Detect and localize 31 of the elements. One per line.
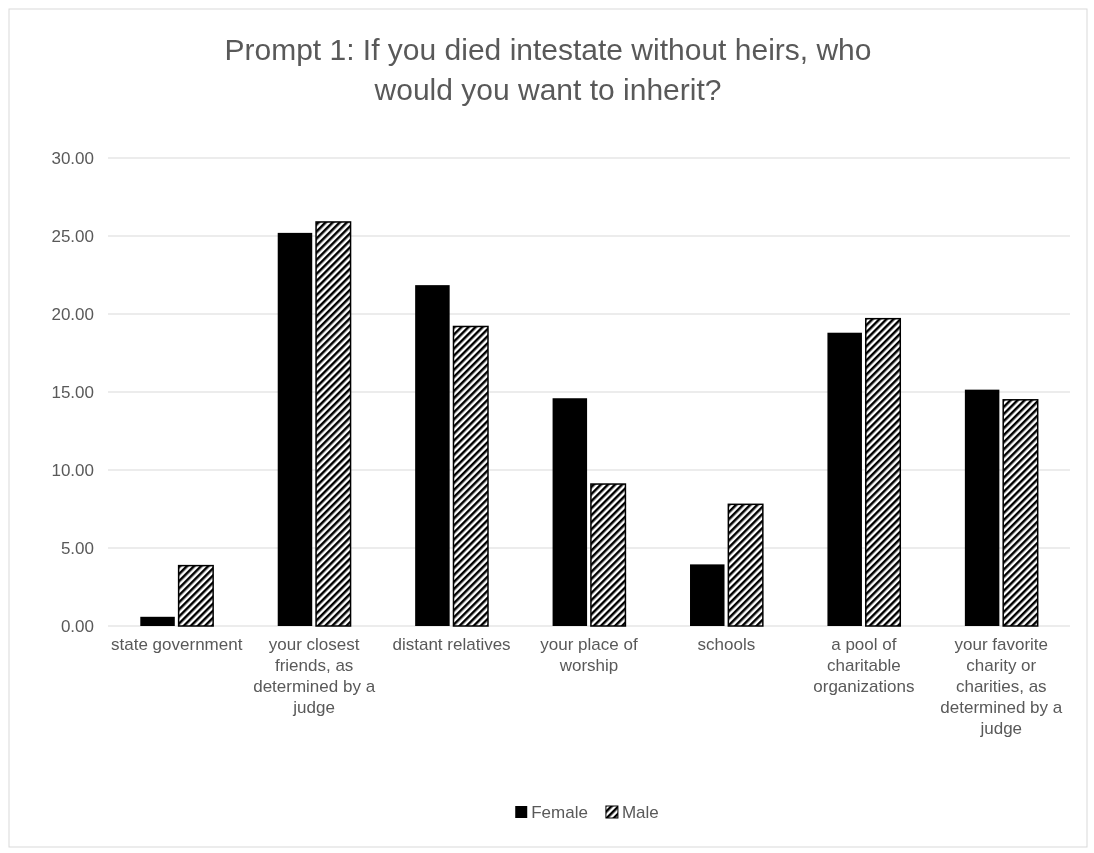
legend-label: Female — [531, 803, 588, 822]
bar — [415, 285, 450, 626]
x-tick-label: distant relatives — [392, 635, 511, 654]
y-tick-label: 5.00 — [60, 538, 94, 558]
bar — [140, 616, 175, 626]
bar — [177, 564, 214, 627]
bar — [452, 325, 489, 627]
x-tick-label: your favorite charity or charities, as determined by a judge — [940, 635, 1063, 738]
x-tick-label: your place of worship — [540, 635, 638, 675]
bar — [590, 483, 627, 627]
bar — [964, 389, 1000, 626]
x-tick-label: a pool of charitable organizations — [813, 635, 915, 696]
y-tick-label: 25.00 — [51, 226, 94, 246]
x-tick-label: state government — [111, 635, 243, 654]
y-tick-label: 30.00 — [51, 148, 94, 168]
bar — [727, 503, 764, 627]
bar — [277, 232, 313, 626]
bar — [690, 564, 725, 626]
x-tick-label: your closest friends, as determined by a judge — [253, 635, 376, 717]
bar — [552, 398, 588, 626]
bar — [315, 221, 352, 627]
legend-label: Male — [621, 803, 659, 822]
y-tick-label: 15.00 — [51, 382, 94, 402]
y-tick-label: 20.00 — [51, 304, 94, 324]
bar — [1002, 399, 1039, 627]
x-tick-label: schools — [697, 635, 756, 654]
y-tick-label: 0.00 — [60, 616, 94, 636]
y-tick-label: 10.00 — [51, 460, 94, 480]
bar — [865, 317, 902, 627]
bar — [827, 332, 862, 626]
chart-title: Prompt 1: If you died intestate without heirs, who would you want to inherit? — [224, 33, 872, 106]
